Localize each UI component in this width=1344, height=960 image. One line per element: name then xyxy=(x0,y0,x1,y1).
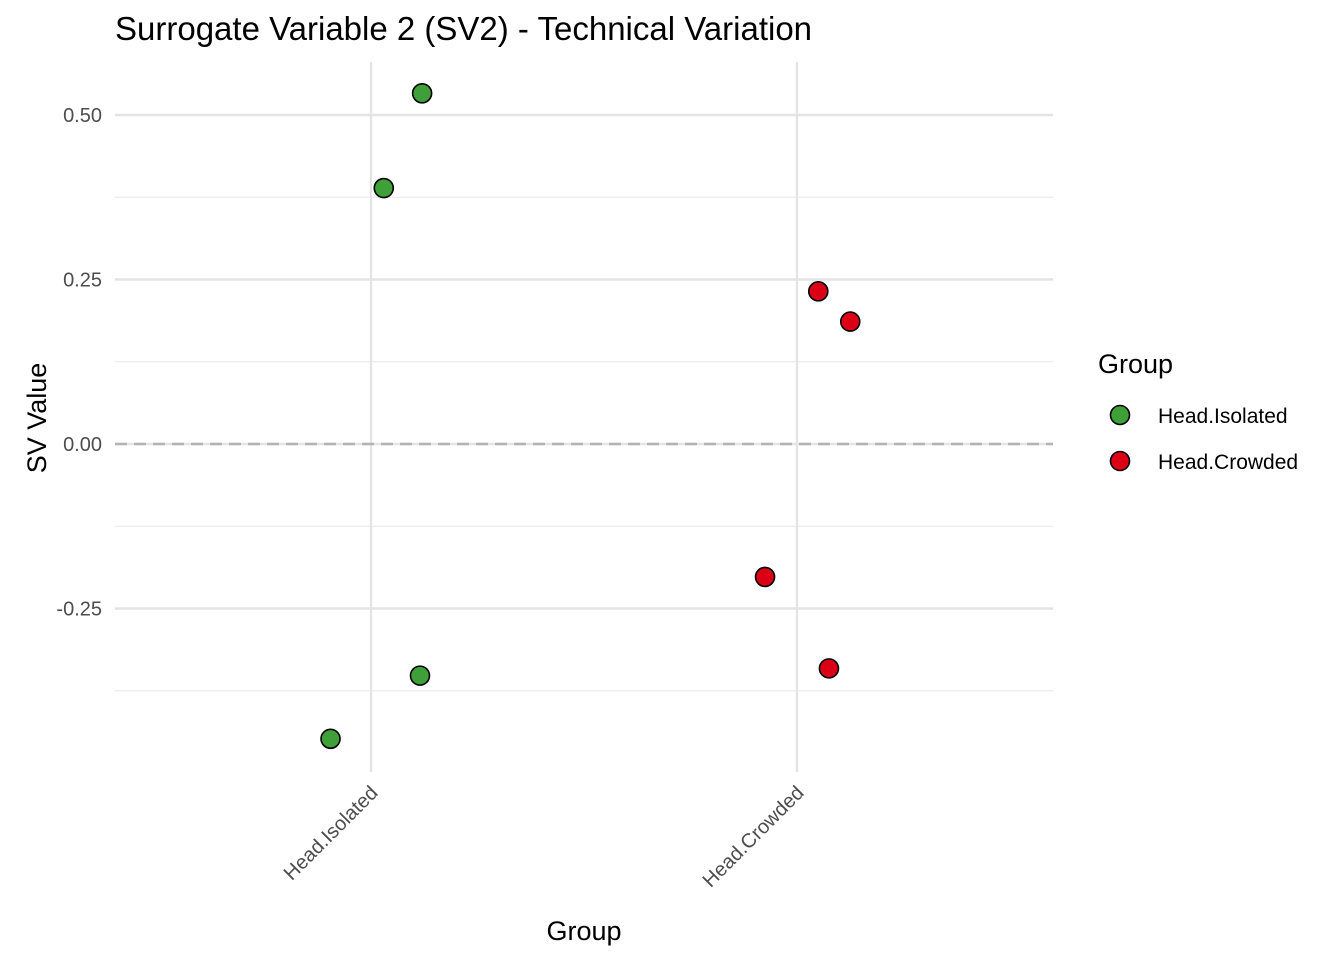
data-point xyxy=(807,281,829,302)
y-tick-label: 0.25 xyxy=(63,270,102,292)
y-axis-title: SV Value xyxy=(22,363,52,474)
y-tick-label: 0.00 xyxy=(63,434,102,456)
legend: Group Head.Isolated Head.Crowded xyxy=(1098,349,1298,474)
data-point xyxy=(754,566,776,588)
x-tick-label: Head.Crowded xyxy=(699,782,809,892)
chart-title: Surrogate Variable 2 (SV2) - Technical V… xyxy=(115,10,812,47)
legend-swatch xyxy=(1109,404,1131,426)
data-point xyxy=(409,665,431,686)
data-points xyxy=(320,82,861,750)
grid xyxy=(115,62,1053,772)
data-point xyxy=(320,728,341,750)
legend-swatch xyxy=(1109,450,1131,472)
data-point xyxy=(411,82,433,104)
legend-title: Group xyxy=(1098,349,1173,379)
x-tick-label: Head.Isolated xyxy=(280,782,383,885)
legend-label: Head.Crowded xyxy=(1158,451,1298,474)
x-axis-title: Group xyxy=(546,916,621,946)
data-point xyxy=(373,177,395,199)
data-point xyxy=(839,311,861,332)
data-point xyxy=(818,658,840,679)
x-axis-ticks: Head.Isolated Head.Crowded xyxy=(280,782,809,892)
y-axis-ticks: -0.25 0.00 0.25 0.50 xyxy=(56,105,102,621)
y-tick-label: 0.50 xyxy=(63,105,102,127)
legend-items: Head.Isolated Head.Crowded xyxy=(1109,404,1298,474)
y-tick-label: -0.25 xyxy=(56,599,102,621)
legend-label: Head.Isolated xyxy=(1158,405,1288,428)
